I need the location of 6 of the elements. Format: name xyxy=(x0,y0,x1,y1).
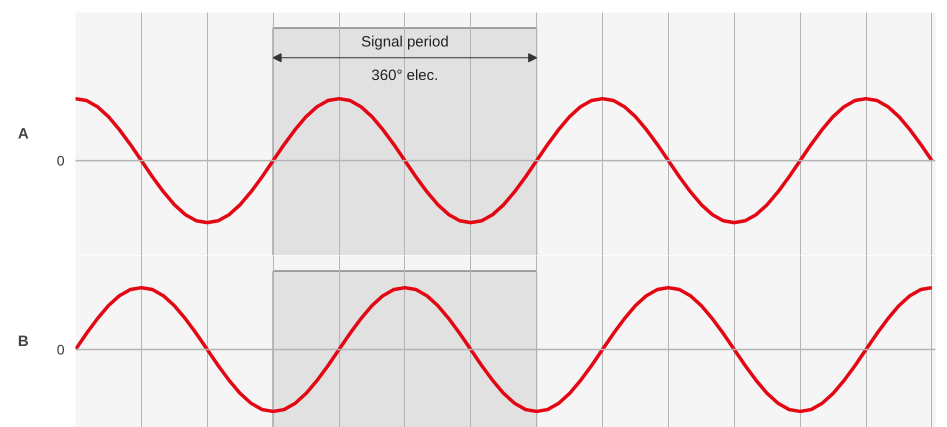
y-axis-title: A xyxy=(18,126,29,142)
text: 0 xyxy=(56,152,65,169)
text: 0 xyxy=(56,342,65,358)
text: Signal period xyxy=(361,33,449,50)
y-axis-title: B xyxy=(18,333,29,350)
text: 360° elec. xyxy=(371,67,438,84)
